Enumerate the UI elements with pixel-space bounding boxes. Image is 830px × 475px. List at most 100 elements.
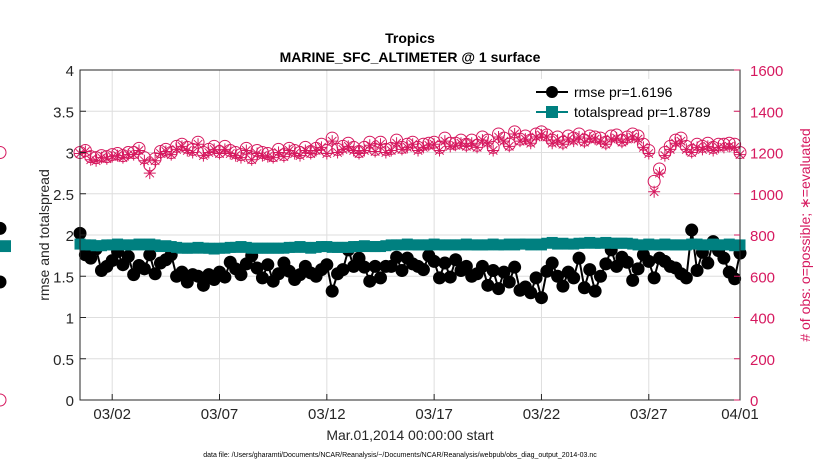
evaluated-point (492, 131, 505, 144)
rmse-point (556, 279, 570, 293)
evaluated-point (497, 135, 510, 148)
rmse-point (395, 263, 409, 277)
rmse-point (481, 278, 495, 292)
y-tick-label: 3 (66, 146, 74, 163)
rmse-point (545, 256, 559, 270)
evaluated-point (707, 144, 720, 157)
rmse-point (502, 275, 516, 289)
rmse-point (497, 265, 511, 279)
evaluated-point (728, 141, 741, 154)
rmse-point (438, 256, 452, 270)
rmse-point (218, 270, 232, 284)
y-right-tick-label: 1400 (750, 104, 783, 121)
evaluated-point (159, 145, 172, 158)
evaluated-point (294, 149, 306, 162)
evaluated-point (621, 133, 634, 146)
legend-rmse-label: rmse pr=1.6196 (574, 84, 673, 100)
y-right-tick-label: 600 (750, 269, 775, 286)
evaluated-point (347, 144, 360, 157)
evaluated-point (717, 141, 730, 154)
evaluated-point (261, 150, 274, 163)
rmse-point (459, 259, 473, 273)
evaluated-point (202, 146, 215, 159)
evaluated-point (229, 149, 242, 162)
rmse-point (137, 262, 151, 276)
evaluated-point (680, 143, 693, 156)
evaluated-point (218, 143, 231, 156)
rmse-point (642, 254, 656, 268)
x-tick-label: 03/22 (523, 406, 561, 423)
y-tick-label: 0 (66, 393, 74, 410)
evaluated-point (234, 151, 247, 164)
evaluated-point (723, 140, 736, 153)
evaluated-point (390, 137, 403, 150)
x-tick-label: 04/01 (721, 406, 759, 423)
evaluated-point (412, 144, 425, 157)
rmse-point (572, 251, 586, 265)
legend-box (530, 79, 733, 125)
x-tick-label: 03/07 (201, 406, 239, 423)
evaluated-point (540, 131, 553, 144)
evaluated-point (133, 144, 146, 157)
y-tick-label: 4 (66, 63, 74, 80)
x-tick-label: 03/12 (308, 406, 346, 423)
y-right-tick-label: 1000 (750, 187, 783, 204)
rmse-point (250, 261, 264, 275)
evaluated-point (385, 144, 398, 157)
evaluated-point (299, 144, 312, 157)
evaluated-point (444, 140, 457, 153)
evaluated-point (374, 138, 387, 151)
evaluated-point (256, 149, 269, 162)
evaluated-point (315, 141, 328, 154)
y-right-tick-label: 800 (750, 228, 775, 245)
evaluated-point (224, 147, 237, 160)
rmse-point (196, 278, 210, 292)
evaluated-point (363, 139, 376, 152)
legend-rmse-marker (546, 86, 558, 98)
rmse-point (631, 262, 645, 276)
footer-note: data file: /Users/gharamti/Documents/NCA… (203, 452, 597, 459)
evaluated-point (358, 144, 371, 157)
chart-title: Tropics (385, 30, 435, 46)
rmse-point (486, 263, 500, 277)
rmse-point (320, 258, 334, 272)
rmse-point (363, 274, 377, 288)
evaluated-point (438, 135, 451, 148)
evaluated-point (395, 143, 408, 156)
evaluated-point (251, 147, 264, 160)
evaluated-point (353, 147, 366, 160)
evaluated-point (626, 131, 639, 144)
rmse-point (620, 255, 634, 269)
y-tick-label: 3.5 (53, 104, 74, 121)
evaluated-point (369, 145, 382, 158)
evaluated-point (514, 135, 526, 148)
evaluated-point (685, 146, 698, 159)
evaluated-point (310, 144, 323, 157)
rmse-point (234, 268, 248, 282)
evaluated-point (632, 133, 645, 146)
rmse-point (357, 260, 371, 274)
y-right-tick-label: 200 (750, 352, 775, 369)
evaluated-point (100, 152, 113, 165)
possible-point (0, 393, 7, 407)
rmse-point (577, 281, 591, 295)
y-axis-label: rmse and totalspread (36, 169, 52, 301)
rmse-point (449, 253, 463, 267)
rmse-point (148, 267, 162, 281)
rmse-point (0, 221, 7, 235)
evaluated-point (519, 133, 532, 146)
y-tick-label: 1 (66, 311, 74, 328)
rmse-point (416, 263, 430, 277)
rmse-point (0, 275, 7, 289)
rmse-point (390, 250, 404, 264)
evaluated-point (331, 146, 344, 159)
x-tick-label: 03/17 (415, 406, 453, 423)
evaluated-point (245, 153, 258, 166)
evaluated-point (648, 185, 661, 198)
evaluated-point (658, 149, 671, 162)
evaluated-point (336, 143, 349, 156)
evaluated-point (669, 137, 682, 150)
rmse-point (492, 282, 506, 296)
